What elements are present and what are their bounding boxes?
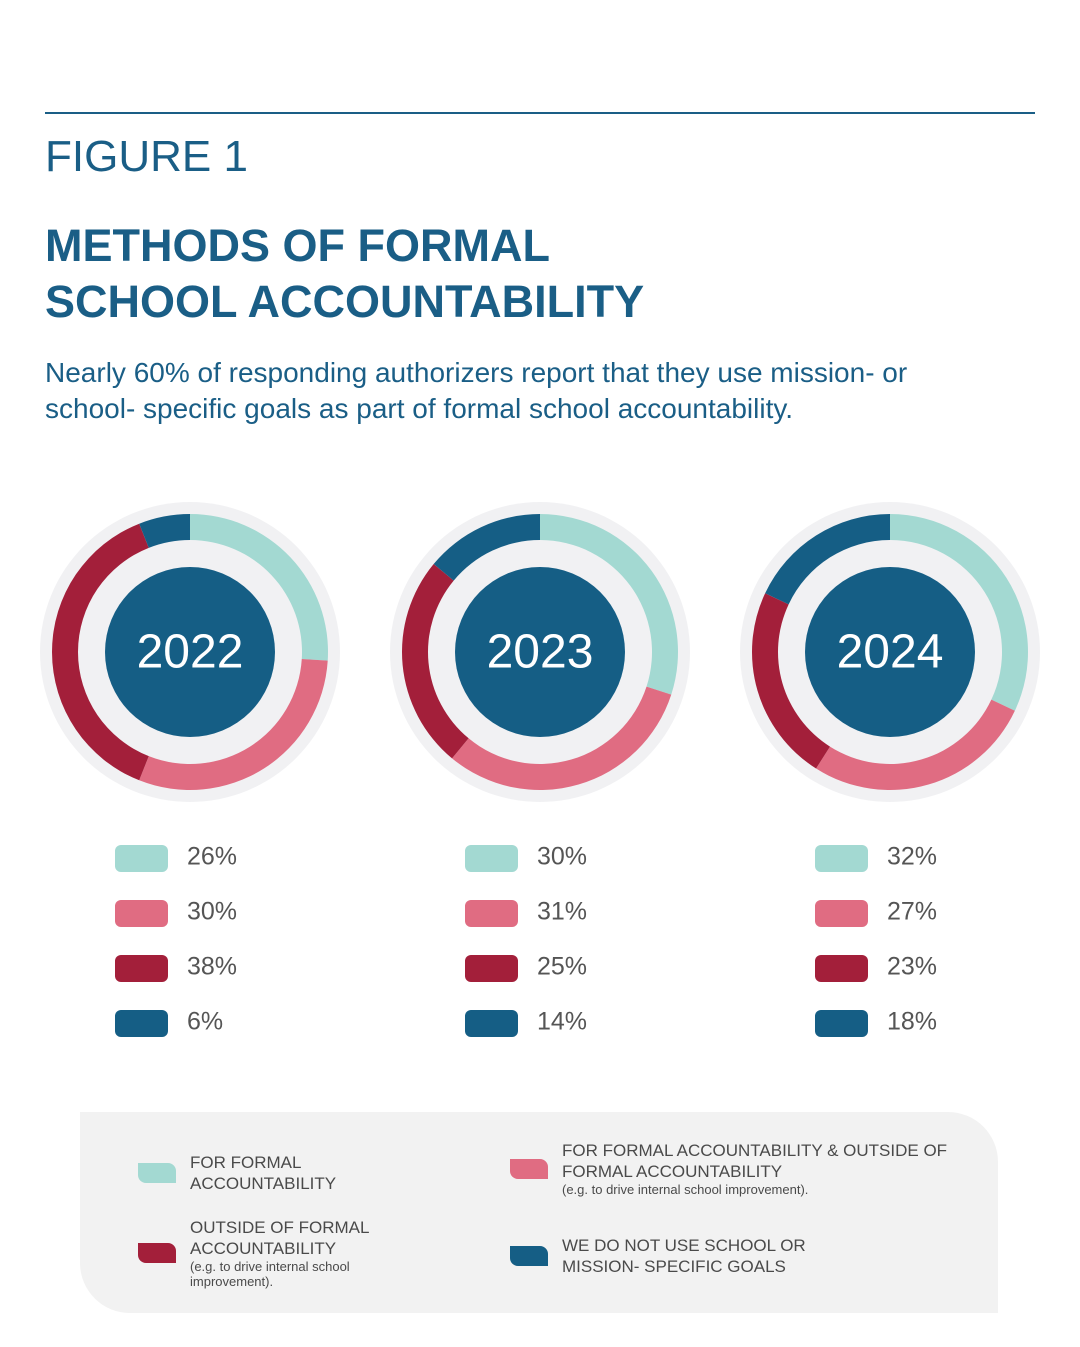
legend-swatch xyxy=(115,1010,168,1037)
legend-label: OUTSIDE OF FORMAL ACCOUNTABILITY xyxy=(190,1218,369,1258)
legend-swatch xyxy=(138,1243,176,1263)
value-label: 6% xyxy=(187,1008,223,1036)
donut-segment xyxy=(890,514,1029,711)
donut-center xyxy=(455,567,625,737)
donut-segment xyxy=(139,514,190,548)
donut-segment xyxy=(433,514,540,581)
donut-segment xyxy=(816,699,1015,791)
legend-note: (e.g. to drive internal school improveme… xyxy=(190,1259,350,1289)
donut-center xyxy=(105,567,275,737)
legend-swatch xyxy=(815,1010,868,1037)
legend-label: FOR FORMAL ACCOUNTABILITY & OUTSIDE OF F… xyxy=(562,1141,948,1181)
donut-segment xyxy=(752,593,830,769)
legend-swatch xyxy=(465,845,518,872)
legend-text: OUTSIDE OF FORMAL ACCOUNTABILITY (e.g. to… xyxy=(190,1217,420,1289)
donut-segment xyxy=(190,514,328,661)
donut-segment xyxy=(401,564,469,759)
value-label: 27% xyxy=(887,898,937,926)
title: METHODS OF FORMAL xyxy=(45,220,550,271)
donut-segment xyxy=(452,686,672,790)
top-rule xyxy=(45,112,1035,114)
legend-swatch xyxy=(115,955,168,982)
donut-segment xyxy=(52,523,149,781)
legend-swatch xyxy=(465,1010,518,1037)
legend-label: FOR FORMAL ACCOUNTABILITY xyxy=(190,1153,337,1193)
value-label: 25% xyxy=(537,953,587,981)
legend-swatch xyxy=(465,900,518,927)
donut-segment xyxy=(765,514,890,605)
legend-item: FOR FORMAL ACCOUNTABILITY xyxy=(138,1152,410,1194)
donut-segment xyxy=(139,659,328,790)
title: SCHOOL ACCOUNTABILITY xyxy=(45,276,645,327)
donut-center xyxy=(805,567,975,737)
legend-swatch xyxy=(815,900,868,927)
value-label: 18% xyxy=(887,1008,937,1036)
legend-swatch xyxy=(138,1163,176,1183)
legend-swatch xyxy=(510,1246,548,1266)
legend-text: WE DO NOT USE SCHOOL OR MISSION- SPECIFI… xyxy=(562,1235,862,1277)
legend-item: FOR FORMAL ACCOUNTABILITY & OUTSIDE OF F… xyxy=(510,1140,962,1197)
legend-swatch xyxy=(465,955,518,982)
legend-label: WE DO NOT USE SCHOOL OR MISSION- SPECIFI… xyxy=(562,1236,806,1276)
value-label: 30% xyxy=(537,843,587,871)
legend-item: WE DO NOT USE SCHOOL OR MISSION- SPECIFI… xyxy=(510,1235,862,1277)
donut-segment xyxy=(540,514,679,695)
legend-item: OUTSIDE OF FORMAL ACCOUNTABILITY (e.g. to… xyxy=(138,1217,420,1289)
center-label: 2023 xyxy=(487,626,594,679)
legend-swatch xyxy=(510,1158,548,1179)
value-label: 14% xyxy=(537,1008,587,1036)
value-label: 38% xyxy=(187,953,237,981)
center-label: 2022 xyxy=(137,626,244,679)
value-label: 30% xyxy=(187,898,237,926)
subtitle: Nearly 60% of responding authorizers rep… xyxy=(45,357,908,424)
legend-text: FOR FORMAL ACCOUNTABILITY & OUTSIDE OF F… xyxy=(562,1140,962,1197)
legend-swatch xyxy=(115,900,168,927)
legend-swatch xyxy=(815,845,868,872)
legend-swatch xyxy=(815,955,868,982)
legend-box xyxy=(80,1112,998,1313)
legend-swatch xyxy=(115,845,168,872)
legend-note: (e.g. to drive internal school improveme… xyxy=(562,1182,809,1197)
value-label: 26% xyxy=(187,843,237,871)
value-label: 23% xyxy=(887,953,937,981)
value-label: 31% xyxy=(537,898,587,926)
value-label: 32% xyxy=(887,843,937,871)
center-label: 2024 xyxy=(837,626,944,679)
legend-text: FOR FORMAL ACCOUNTABILITY xyxy=(190,1152,410,1194)
figure-label: FIGURE 1 xyxy=(45,132,248,181)
